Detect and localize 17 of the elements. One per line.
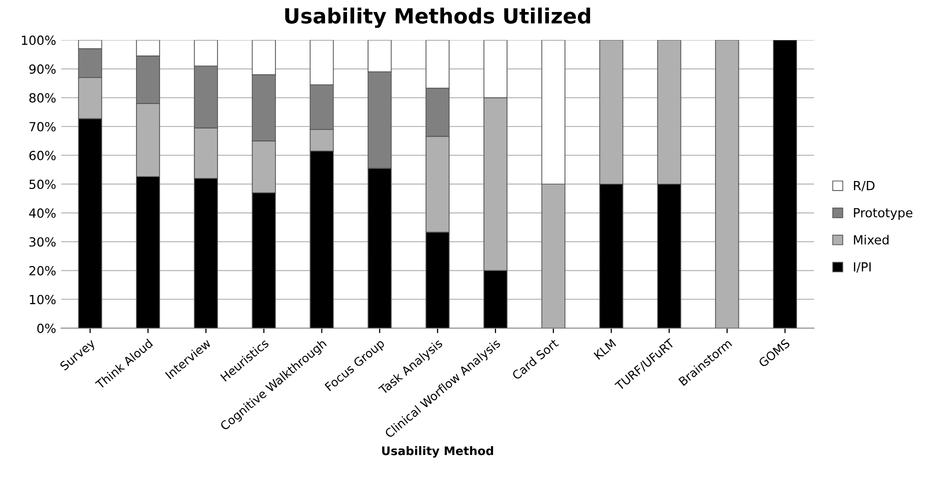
y-tick-label: 60%: [29, 150, 56, 160]
y-tick-label: 50%: [29, 180, 56, 190]
y-tick-label: 80%: [29, 93, 56, 103]
legend-label: Prototype: [854, 208, 912, 220]
y-tick-label: 40%: [29, 208, 56, 218]
y-tick-label: 100%: [22, 36, 56, 46]
legend-label: I/PI: [854, 262, 871, 273]
y-tick-label: 20%: [29, 266, 56, 276]
y-tick-label: 0%: [37, 324, 56, 334]
y-tick-label: 90%: [29, 64, 56, 74]
y-tick-label: 10%: [30, 294, 56, 304]
legend-label: R/D: [854, 181, 875, 192]
legend-label: Mixed: [854, 234, 888, 245]
chart-title: Usability Methods Utilized: [285, 8, 590, 28]
x-axis-title: Usability Method: [382, 446, 494, 458]
y-tick-label: 70%: [30, 122, 56, 132]
y-tick-label: 30%: [29, 237, 56, 247]
